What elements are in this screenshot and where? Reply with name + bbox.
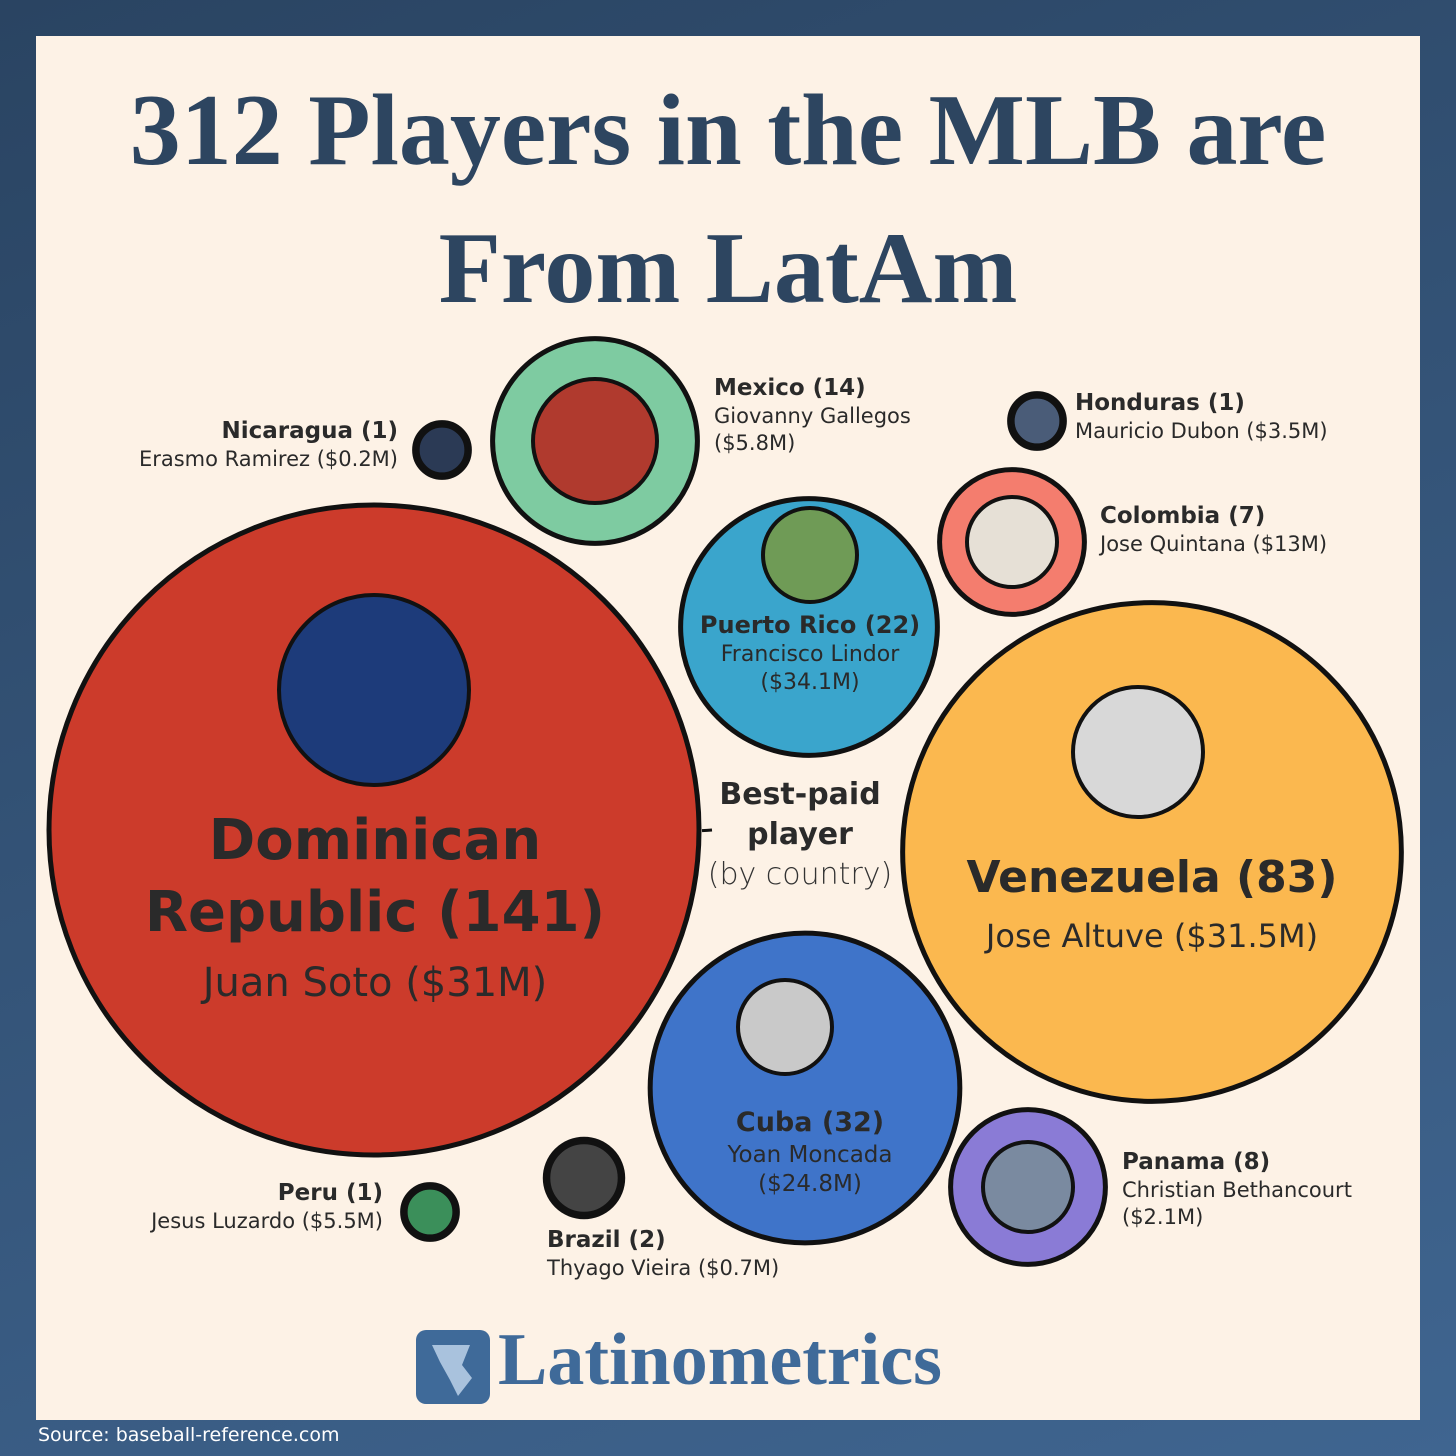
country-name: Mexico (14) xyxy=(714,375,866,401)
country-name: Dominican Republic (141) xyxy=(144,808,606,945)
country-name: Nicaragua (1) xyxy=(221,418,398,444)
bubble xyxy=(46,502,702,1158)
chart-title: 312 Players in the MLB are From LatAm xyxy=(129,74,1327,325)
country-label: Dominican Republic (141) Juan Soto ($31M) xyxy=(140,805,610,1010)
annotation: Best-paid player (by country) xyxy=(690,775,910,895)
country-label: Colombia (7) Jose Quintana ($13M) xyxy=(1100,502,1400,558)
bubble xyxy=(900,600,1404,1104)
country-name: Honduras (1) xyxy=(1075,390,1245,416)
annotation-note: (by country) xyxy=(707,857,893,892)
country-name: Brazil (2) xyxy=(547,1227,666,1253)
country-name: Puerto Rico (22) xyxy=(699,611,921,639)
country-name: Venezuela (83) xyxy=(966,852,1338,903)
player-photo xyxy=(531,377,659,505)
player-photo xyxy=(1071,685,1205,819)
bubble xyxy=(678,496,940,758)
source: Source: baseball-reference.com xyxy=(38,1424,340,1446)
country-name: Peru (1) xyxy=(277,1180,383,1206)
country-label: Brazil (2) Thyago Vieira ($0.7M) xyxy=(547,1226,867,1282)
player-name: Jose Altuve ($31.5M) xyxy=(985,917,1319,956)
country-label: Cuba (32) Yoan Moncada ($24.8M) xyxy=(700,1106,920,1199)
player-photo xyxy=(415,423,469,477)
brand-map xyxy=(432,1345,472,1396)
player-photo xyxy=(965,495,1059,589)
annotation-text: Best-paid player xyxy=(719,777,881,852)
country-name: Cuba (32) xyxy=(735,1107,885,1138)
player-photo xyxy=(761,506,859,604)
player-name: Jesus Luzardo ($5.5M) xyxy=(151,1209,383,1234)
country-label: Nicaragua (1) Erasmo Ramirez ($0.2M) xyxy=(60,417,398,473)
player-photo xyxy=(277,593,471,787)
player-photo xyxy=(546,1140,622,1216)
brand: Latinometrics xyxy=(498,1319,942,1401)
player-name: Jose Quintana ($13M) xyxy=(1100,532,1328,557)
country-name: Panama (8) xyxy=(1122,1149,1271,1175)
bubble xyxy=(647,930,963,1246)
player-name: Thyago Vieira ($0.7M) xyxy=(547,1256,780,1281)
country-name: Colombia (7) xyxy=(1100,503,1266,529)
player-photo xyxy=(1010,394,1064,448)
player-name: Juan Soto ($31M) xyxy=(202,960,548,1007)
country-label: Peru (1) Jesus Luzardo ($5.5M) xyxy=(60,1179,383,1235)
country-label: Mexico (14) Giovanny Gallegos ($5.8M) xyxy=(714,374,964,457)
player-name: Erasmo Ramirez ($0.2M) xyxy=(138,447,398,472)
player-name: Giovanny Gallegos ($5.8M) xyxy=(714,404,911,456)
player-name: Francisco Lindor ($34.1M) xyxy=(720,641,900,695)
player-photo xyxy=(981,1140,1075,1234)
country-label: Puerto Rico (22) Francisco Lindor ($34.1M… xyxy=(680,610,940,697)
country-label: Venezuela (83) Jose Altuve ($31.5M) xyxy=(942,850,1362,957)
country-label: Panama (8) Christian Bethancourt ($2.1M) xyxy=(1122,1148,1412,1231)
player-photo xyxy=(736,978,834,1076)
country-label: Honduras (1) Mauricio Dubon ($3.5M) xyxy=(1075,389,1405,445)
player-name: Yoan Moncada ($24.8M) xyxy=(727,1141,893,1197)
player-name: Mauricio Dubon ($3.5M) xyxy=(1075,419,1328,444)
player-photo xyxy=(403,1185,457,1239)
player-name: Christian Bethancourt ($2.1M) xyxy=(1122,1178,1352,1230)
